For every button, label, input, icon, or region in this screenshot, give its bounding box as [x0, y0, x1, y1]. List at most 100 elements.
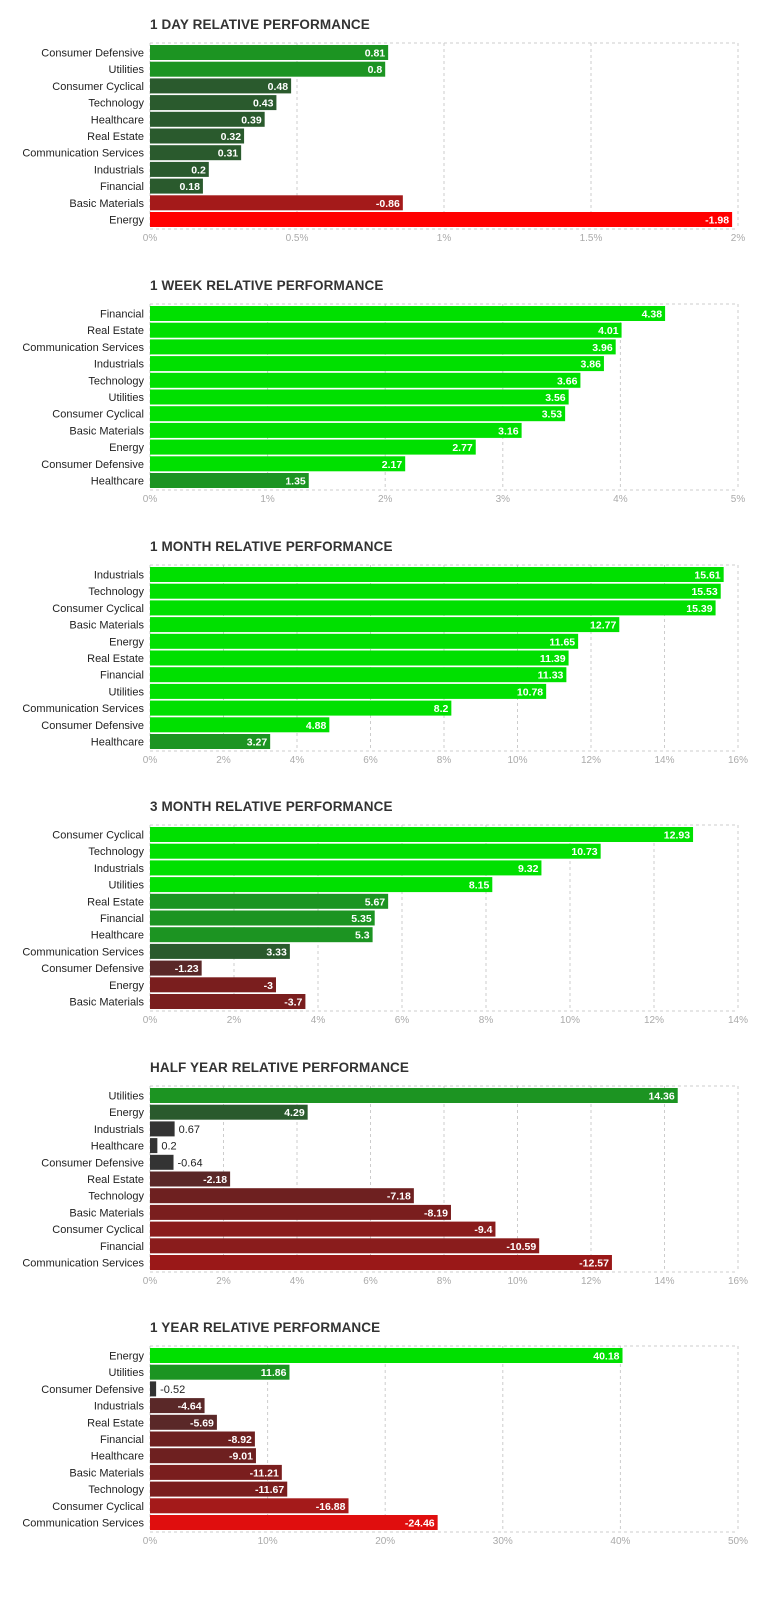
bar [150, 1121, 175, 1137]
bar [150, 927, 373, 943]
category-label: Consumer Cyclical [52, 1501, 144, 1513]
data-label: 5.67 [365, 896, 386, 908]
bar [150, 78, 292, 94]
category-label: Healthcare [91, 476, 144, 488]
x-tick-label: 0.5% [286, 233, 309, 244]
chart-panel-1-year: 1 YEAR RELATIVE PERFORMANCE 0% 10% 20% 30% 4… [0, 1320, 781, 1560]
bar [150, 667, 567, 683]
bar [150, 734, 271, 749]
data-label: 4.29 [284, 1107, 305, 1119]
bar [150, 583, 721, 599]
category-label: Real Estate [87, 896, 144, 908]
bar [150, 1515, 438, 1530]
x-tick-label: 20% [375, 1536, 395, 1547]
category-label: Energy [109, 442, 144, 454]
x-tick-label: 6% [363, 755, 378, 766]
data-label: 40.18 [593, 1351, 619, 1363]
x-tick-label: 4% [311, 1015, 326, 1026]
category-label: Energy [109, 215, 144, 227]
x-tick-label: 12% [581, 1276, 601, 1287]
category-label: Utilities [109, 1091, 145, 1103]
data-label: 3.16 [498, 425, 519, 437]
category-label: Real Estate [87, 653, 144, 665]
bar-chart: 0% 10% 20% 30% 40% 50% Energy 40.18 Utilities 11.… [22, 1345, 748, 1547]
category-label: Financial [100, 181, 144, 193]
x-tick-label: 40% [610, 1536, 630, 1547]
bar [150, 456, 406, 472]
category-label: Industrials [94, 1124, 145, 1136]
bar-chart: 0% 0.5% 1% 1.5% 2% Consumer Defensive 0.81 Util… [22, 42, 745, 244]
data-label: -0.52 [160, 1384, 185, 1396]
category-label: Utilities [109, 392, 145, 404]
bar [150, 1221, 496, 1237]
x-tick-label: 0% [143, 494, 158, 505]
x-tick-label: 0% [143, 233, 158, 244]
x-tick-label: 12% [581, 755, 601, 766]
bar-chart: 0% 2% 4% 6% 8% 10% 12% 14% 16% Utilities 14.36 Ener… [22, 1085, 748, 1287]
data-label: -1.98 [705, 215, 729, 227]
bar [150, 145, 242, 161]
bar [150, 473, 309, 488]
x-tick-label: 30% [493, 1536, 513, 1547]
bar [150, 195, 403, 211]
x-tick-label: 10% [507, 1276, 527, 1287]
bar [150, 1414, 217, 1430]
category-label: Industrials [94, 359, 145, 371]
data-label: -0.86 [376, 198, 400, 210]
category-label: Financial [100, 309, 144, 321]
bar [150, 893, 389, 909]
data-label: 2.77 [452, 442, 473, 454]
x-tick-label: 1.5% [580, 233, 603, 244]
category-label: Technology [88, 586, 144, 598]
x-tick-label: 4% [290, 755, 305, 766]
data-label: 3.33 [266, 946, 287, 958]
data-label: -0.64 [178, 1157, 203, 1169]
data-label: 11.86 [261, 1367, 287, 1379]
bar [150, 977, 276, 993]
bar [150, 128, 245, 144]
bar [150, 389, 569, 405]
data-label: 10.73 [571, 846, 597, 858]
category-label: Communication Services [22, 946, 144, 958]
x-tick-label: 14% [654, 1276, 674, 1287]
bar [150, 860, 542, 876]
bar [150, 1104, 308, 1120]
chart-title: 1 MONTH RELATIVE PERFORMANCE [150, 539, 393, 554]
bar [150, 339, 616, 355]
bar [150, 717, 330, 733]
bar [150, 161, 209, 177]
bar [150, 422, 522, 438]
bar [150, 406, 566, 422]
data-label: 11.33 [538, 670, 564, 682]
data-label: 0.32 [221, 131, 242, 143]
bar [150, 1398, 205, 1414]
chart-title: 3 MONTH RELATIVE PERFORMANCE [150, 799, 393, 814]
bar [150, 178, 203, 194]
bar [150, 843, 601, 859]
bar [150, 61, 386, 77]
data-label: -9.4 [474, 1224, 492, 1236]
category-label: Healthcare [91, 1451, 144, 1463]
category-label: Real Estate [87, 131, 144, 143]
data-label: 12.93 [664, 830, 690, 842]
data-label: 0.31 [218, 148, 239, 160]
bar [150, 567, 724, 582]
category-label: Utilities [109, 1367, 145, 1379]
category-label: Consumer Cyclical [52, 603, 144, 615]
x-tick-label: 6% [363, 1276, 378, 1287]
x-tick-label: 8% [479, 1015, 494, 1026]
category-label: Utilities [109, 686, 145, 698]
category-label: Communication Services [22, 703, 144, 715]
category-label: Communication Services [22, 1258, 144, 1270]
category-label: Communication Services [22, 148, 144, 160]
x-tick-label: 12% [644, 1015, 664, 1026]
category-label: Healthcare [91, 1141, 144, 1153]
x-tick-label: 10% [258, 1536, 278, 1547]
data-label: 4.01 [598, 325, 619, 337]
bar [150, 1188, 414, 1204]
bar [150, 960, 202, 976]
x-tick-label: 3% [496, 494, 511, 505]
data-label: 3.56 [545, 392, 566, 404]
category-label: Basic Materials [69, 1467, 144, 1479]
chart-panel-1-day: 1 DAY RELATIVE PERFORMANCE 0% 0.5% 1% 1.5% 2… [0, 17, 781, 257]
